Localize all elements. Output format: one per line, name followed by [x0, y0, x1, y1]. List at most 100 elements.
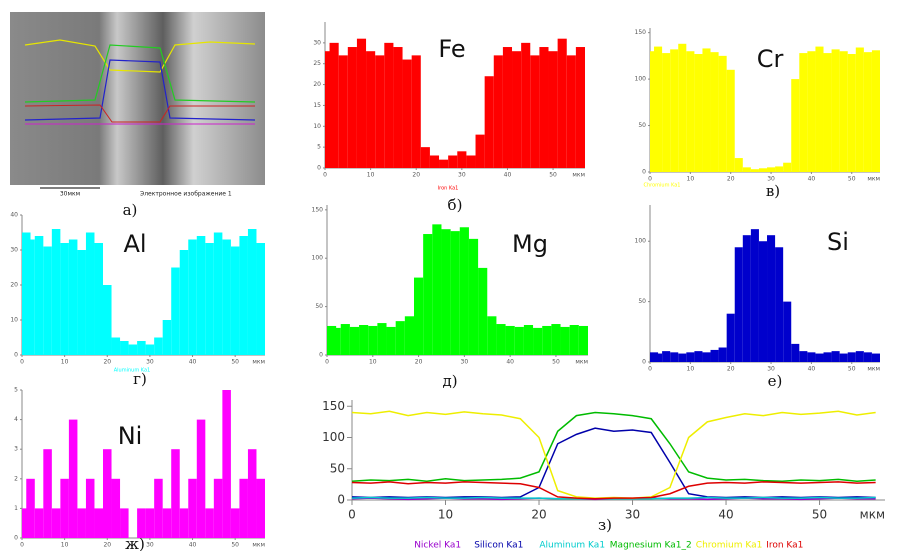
legend-entry: Iron Ka1	[438, 186, 459, 192]
bar	[34, 508, 44, 538]
bar	[154, 337, 163, 355]
element-label: Cr	[757, 45, 784, 73]
y-tick-label: 50	[330, 461, 345, 475]
panel-label: а)	[123, 201, 138, 219]
bar	[402, 59, 412, 168]
bar	[43, 246, 52, 355]
x-axis-label: мкм	[575, 359, 588, 366]
bar	[575, 47, 585, 168]
x-tick-label: 50	[848, 176, 856, 183]
bar	[450, 231, 460, 355]
x-axis-label: мкм	[867, 176, 880, 183]
bar	[26, 478, 35, 538]
x-tick-label: 50	[231, 359, 239, 366]
bar	[783, 162, 792, 172]
bar	[815, 46, 824, 173]
x-tick-label: 0	[20, 542, 24, 549]
bar	[338, 55, 348, 168]
bar	[823, 352, 832, 362]
y-tick-label: 0	[642, 169, 646, 176]
bar	[179, 508, 189, 538]
x-tick-label: 30	[767, 176, 775, 183]
bar	[247, 229, 257, 355]
image-caption: Электронное изображение 1	[140, 191, 232, 198]
bar	[94, 243, 103, 355]
bar	[222, 239, 231, 355]
bar	[831, 351, 840, 362]
panel-label: б)	[448, 196, 463, 214]
x-tick-label: 40	[189, 359, 197, 366]
bar	[678, 353, 687, 362]
x-tick-label: 40	[808, 366, 816, 373]
bar	[662, 53, 671, 172]
bar	[247, 449, 257, 538]
bar	[578, 325, 588, 355]
y-tick-label: 100	[635, 238, 647, 245]
x-tick-label: 20	[531, 508, 546, 522]
scale-label: 30мкм	[60, 191, 80, 198]
bar	[120, 508, 129, 538]
bar	[230, 508, 240, 538]
bar	[734, 247, 743, 362]
bar	[702, 48, 711, 173]
bar	[375, 55, 385, 168]
bar	[775, 247, 784, 362]
x-tick-label: 50	[552, 359, 560, 366]
legend-entry: Silicon Ka1	[474, 541, 523, 551]
bar	[791, 343, 800, 362]
y-tick-label: 0	[317, 165, 321, 172]
bar	[775, 166, 784, 172]
y-tick-label: 40	[10, 212, 18, 219]
bar	[514, 326, 524, 355]
bar	[68, 239, 78, 355]
y-tick-label: 50	[638, 298, 646, 305]
bar	[718, 55, 727, 172]
bar	[742, 167, 751, 172]
bar	[77, 508, 86, 538]
x-tick-label: 10	[687, 176, 695, 183]
x-tick-label: 10	[369, 359, 377, 366]
bar	[448, 155, 458, 168]
bar	[726, 313, 735, 362]
bar	[459, 227, 469, 355]
bar	[356, 38, 367, 168]
bar	[569, 325, 579, 355]
y-tick-label: 10	[10, 317, 18, 324]
element-label: Al	[123, 230, 146, 258]
bar	[154, 478, 163, 538]
bar	[799, 351, 808, 362]
x-tick-label: 50	[848, 366, 856, 373]
bar	[557, 38, 567, 168]
x-tick-label: 30	[458, 172, 466, 179]
bar	[145, 508, 155, 538]
x-tick-label: 50	[231, 542, 239, 549]
bar	[239, 236, 248, 355]
bar	[734, 158, 743, 172]
y-tick-label: 50	[315, 303, 323, 310]
bar	[457, 151, 467, 168]
y-tick-label: 5	[14, 387, 18, 394]
overlay-line	[24, 59, 256, 121]
y-tick-label: 150	[312, 206, 324, 213]
bar	[855, 47, 864, 173]
bar	[77, 250, 86, 355]
bar	[560, 326, 570, 355]
series-line	[351, 427, 876, 499]
bar	[384, 42, 394, 168]
element-label: Mg	[512, 230, 548, 258]
x-tick-label: 20	[412, 172, 420, 179]
bar	[799, 53, 808, 172]
legend-entry: Chromium Ka1	[644, 183, 681, 189]
bar	[742, 235, 751, 362]
bar	[230, 246, 240, 355]
y-tick-label: 30	[10, 247, 18, 254]
bar	[678, 43, 687, 172]
y-tick-label: 1	[14, 505, 18, 512]
bar	[429, 155, 440, 168]
bar	[366, 51, 376, 169]
y-tick-label: 30	[313, 39, 321, 46]
y-tick-label: 20	[313, 81, 321, 88]
bar	[188, 239, 197, 355]
series-line	[351, 411, 876, 483]
x-tick-label: 20	[103, 542, 111, 549]
